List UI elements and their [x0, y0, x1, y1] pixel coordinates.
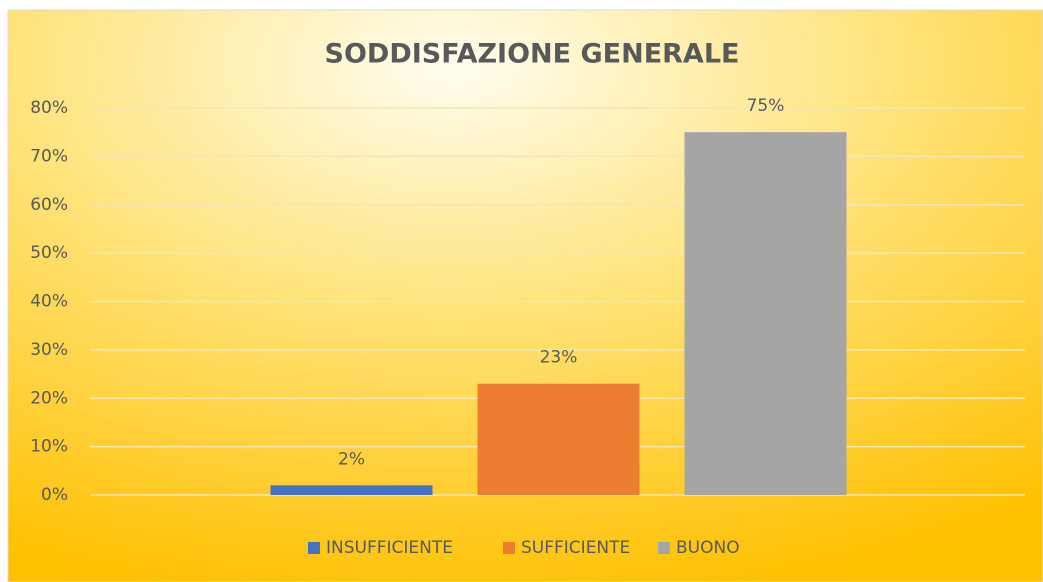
y-tick-label: 70%: [30, 146, 68, 166]
y-tick-label: 80%: [30, 98, 68, 118]
y-tick-label: 60%: [30, 195, 68, 215]
data-label: 23%: [540, 348, 578, 368]
legend-label: BUONO: [676, 538, 740, 558]
chart-background: [7, 9, 1043, 582]
y-tick-label: 30%: [30, 340, 68, 360]
chart-title: SODDISFAZIONE GENERALE: [325, 39, 740, 70]
legend-label: SUFFICIENTE: [521, 538, 630, 558]
legend-label: INSUFFICIENTE: [326, 538, 453, 558]
legend-swatch: [503, 542, 515, 554]
y-tick-label: 20%: [30, 388, 68, 408]
bar: [684, 132, 847, 495]
legend-swatch: [308, 542, 320, 554]
bar: [477, 383, 640, 495]
data-label: 75%: [747, 96, 785, 116]
y-tick-label: 0%: [41, 485, 68, 505]
data-label: 2%: [338, 449, 365, 469]
legend-swatch: [658, 542, 670, 554]
bar: [270, 485, 433, 495]
y-tick-label: 10%: [30, 437, 68, 457]
y-tick-label: 40%: [30, 292, 68, 312]
y-tick-label: 50%: [30, 243, 68, 263]
